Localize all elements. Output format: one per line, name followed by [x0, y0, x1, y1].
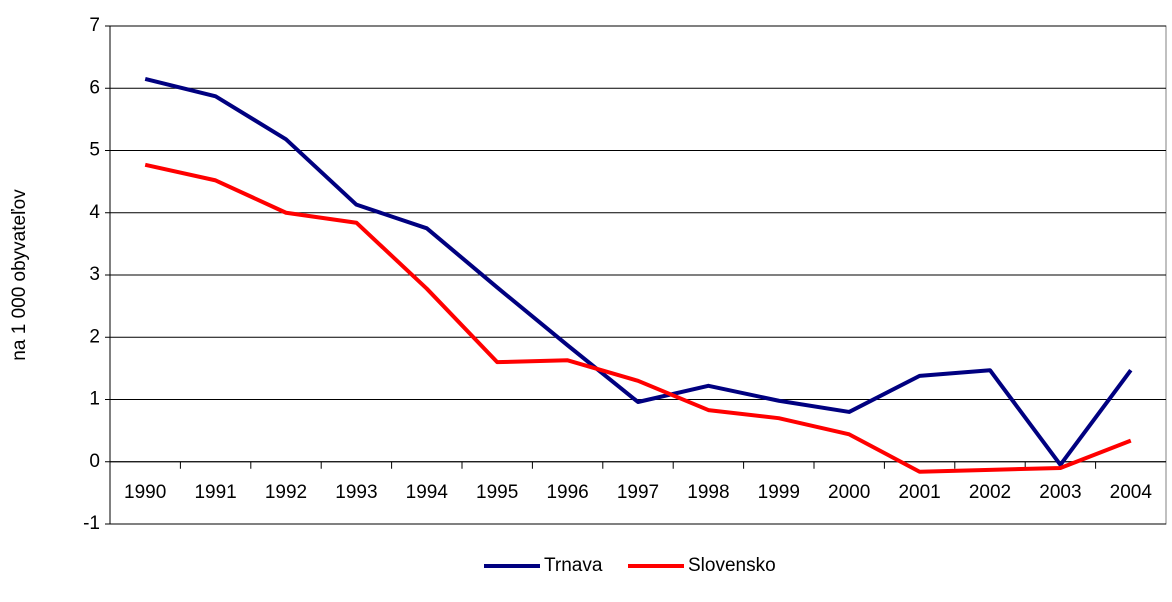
y-tick-label: 4 [89, 202, 100, 223]
y-tick-label: 6 [89, 77, 100, 98]
x-tick-label: 2000 [828, 482, 870, 503]
x-tick-label: 1992 [265, 482, 307, 503]
x-tick-label: 1995 [476, 482, 518, 503]
y-tick-label: 5 [89, 140, 100, 161]
y-tick-label: 1 [89, 389, 100, 410]
line-series [144, 76, 1133, 467]
x-tick-label: 1999 [758, 482, 800, 503]
line-series [144, 162, 1132, 474]
x-tick-label: 2001 [898, 482, 940, 503]
x-tick-label: 1990 [124, 482, 166, 503]
y-tick-label: 3 [89, 264, 100, 285]
x-tick-label: 2003 [1039, 482, 1081, 503]
x-tick-label: 1998 [687, 482, 729, 503]
y-tick-label: 0 [89, 451, 100, 472]
legend-label: Slovensko [688, 555, 776, 576]
y-tick-label: 7 [89, 15, 100, 36]
y-tick-label: -1 [83, 513, 100, 534]
y-tick-label: 2 [89, 326, 100, 347]
x-tick-label: 1993 [335, 482, 377, 503]
legend-label: Trnava [544, 555, 603, 576]
y-axis-label: na 1 000 obyvateľov [9, 189, 30, 361]
x-tick-label: 1997 [617, 482, 659, 503]
x-tick-label: 2004 [1110, 482, 1153, 503]
x-tick-label: 1991 [194, 482, 236, 503]
x-tick-label: 1996 [546, 482, 588, 503]
x-tick-label: 2002 [969, 482, 1011, 503]
x-tick-label: 1994 [406, 482, 449, 503]
